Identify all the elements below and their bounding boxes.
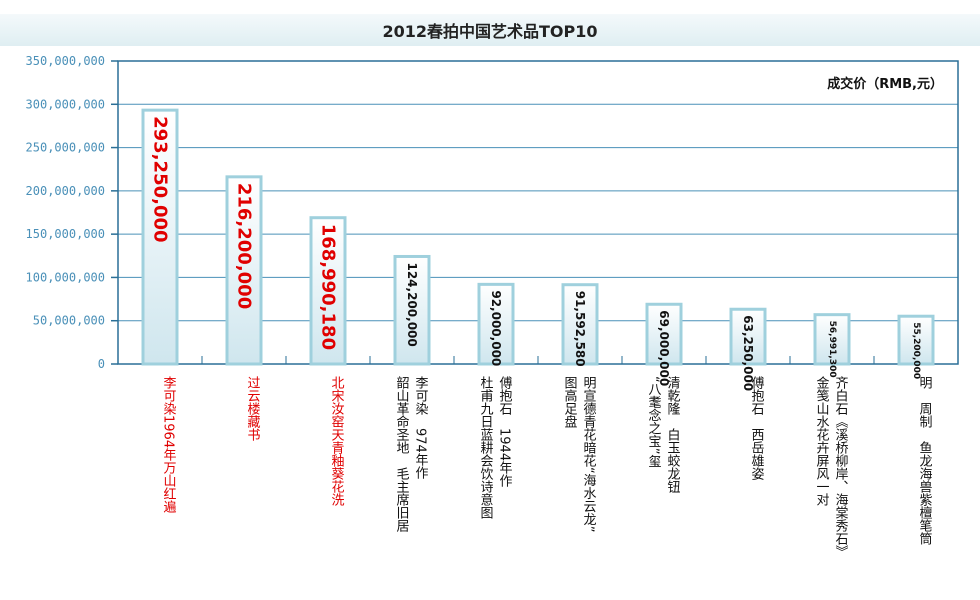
axis-layer: 0 50,000,000 100,000,000 150,000,000 200,000…: [26, 54, 959, 371]
bar: [813, 313, 851, 366]
category-label-layer: 李可染1964年万山红遍 过云楼藏书 北宋汝窑天青釉葵花洗 李可染 974年作韶山革命…: [161, 375, 933, 558]
bar-value-label: 69,000,000: [657, 310, 671, 386]
category-label: 明 周制 鱼龙海兽紫檀笔筒: [917, 376, 933, 545]
category-label: “八耄念之宝”玺: [646, 376, 662, 468]
bar-value-label: 56,991,300: [827, 321, 837, 378]
category-label: 清乾隆 白玉蛟龙钮: [665, 376, 681, 494]
category-label: 傅抱石 1944年作: [497, 376, 513, 488]
chart-title-bar: 2012春拍中国艺术品TOP10: [0, 14, 980, 46]
bar-value-label: 92,000,000: [489, 290, 503, 366]
category-label: 傅抱石 西岳雄姿: [749, 376, 765, 480]
y-tick-label: 250,000,000: [26, 141, 105, 155]
y-tick-label: 50,000,000: [33, 314, 105, 328]
category-label: 过云楼藏书: [245, 376, 261, 442]
bar-value-label: 63,250,000: [741, 315, 755, 391]
y-tick-label: 300,000,000: [26, 97, 105, 111]
bar-layer: 293,250,000 216,200,000 168,990,180 124,200…: [141, 108, 935, 391]
chart-title: 2012春拍中国艺术品TOP10: [382, 22, 598, 41]
bar: [645, 302, 683, 366]
bar-value-label: 91,592,580: [573, 291, 587, 367]
category-label: 李可染 974年作: [413, 376, 429, 479]
bar-value-label: 124,200,000: [405, 262, 419, 346]
category-label: 北宋汝窑天青釉葵花洗: [329, 376, 345, 507]
category-label: 杜甫九日蓝耕会饮诗意图: [478, 376, 494, 519]
category-label: 图高足盘: [562, 376, 578, 428]
bar: [141, 108, 179, 366]
y-tick-label: 0: [98, 357, 105, 371]
bar: [897, 314, 935, 366]
y-tick-label: 350,000,000: [26, 54, 105, 68]
bar-value-label: 216,200,000: [234, 183, 255, 309]
bar-value-label: 168,990,180: [318, 224, 339, 350]
bar: [561, 283, 599, 366]
bar: [729, 307, 767, 366]
bar: [477, 282, 515, 366]
category-label: 齐白石《溪桥柳岸、海棠秀石》: [833, 375, 849, 558]
category-label: 韶山革命圣地 毛主席旧居: [394, 375, 410, 532]
bar: [309, 216, 347, 366]
bar-value-label: 293,250,000: [150, 116, 171, 242]
category-label: 金笺山水花卉屏风一对: [814, 375, 830, 506]
bar: [225, 175, 263, 366]
bar: [393, 254, 431, 366]
category-label: 李可染1964年万山红遍: [161, 376, 177, 515]
y-tick-label: 150,000,000: [26, 227, 105, 241]
category-label: 明宣德青花暗花“海水云龙”: [581, 376, 597, 532]
y-axis-unit-label: 成交价（RMB,元）: [827, 76, 943, 92]
y-tick-label: 100,000,000: [26, 270, 105, 284]
y-tick-label: 200,000,000: [26, 184, 105, 198]
bar-value-label: 55,200,000: [911, 322, 921, 379]
